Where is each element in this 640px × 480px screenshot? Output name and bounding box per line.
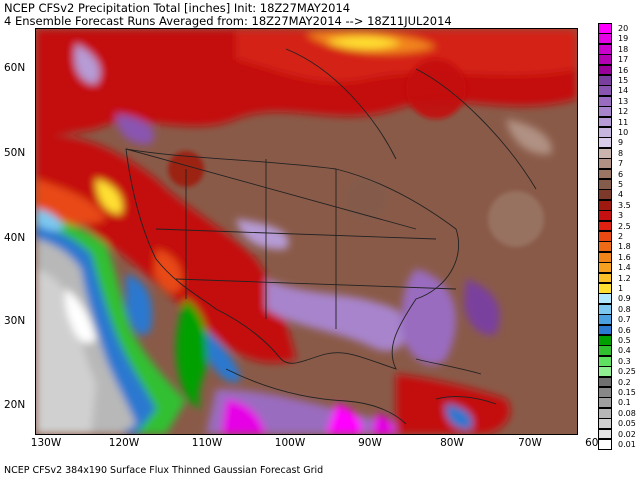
legend-swatch	[598, 85, 612, 97]
latitude-label-30n: 30N	[4, 315, 26, 327]
legend-swatch	[598, 64, 612, 76]
map-title: NCEP CFSv2 Precipitation Total [inches] …	[4, 1, 351, 15]
legend-swatch	[598, 220, 612, 232]
legend-label: 1.2	[618, 273, 631, 283]
legend-label: 16	[618, 65, 629, 75]
legend-label: 0.3	[618, 356, 631, 366]
legend-label: 3.5	[618, 200, 631, 210]
legend-label: 19	[618, 34, 629, 44]
legend-label: 6	[618, 169, 624, 179]
legend-label: 4	[618, 190, 624, 200]
latitude-label-40n: 40N	[4, 232, 26, 244]
legend-swatch	[598, 439, 612, 450]
legend-swatch	[598, 387, 612, 398]
legend-label: 20	[618, 24, 629, 33]
legend-swatch	[598, 314, 612, 326]
grid-footnote: NCEP CFSv2 384x190 Surface Flux Thinned …	[4, 465, 324, 476]
legend-label: 15	[618, 76, 629, 85]
legend-swatch	[598, 376, 612, 388]
legend-swatch	[598, 355, 612, 367]
longitude-label-130w: 130W	[30, 437, 62, 449]
legend-swatch	[598, 407, 612, 419]
legend-swatch	[598, 75, 612, 86]
legend-label: 0.7	[618, 315, 631, 325]
legend-swatch	[598, 158, 612, 170]
precipitation-field	[36, 29, 577, 434]
legend-swatch	[598, 428, 612, 440]
legend-swatch	[598, 210, 612, 222]
legend-label: 10	[618, 128, 629, 137]
longitude-label-120w: 120W	[108, 437, 140, 449]
legend-label: 12	[618, 107, 629, 117]
legend-swatch	[598, 23, 612, 34]
longitude-label-110w: 110W	[191, 437, 223, 449]
legend-label: 0.25	[618, 367, 636, 377]
longitude-label-80w: 80W	[440, 437, 464, 449]
legend-swatch	[598, 189, 612, 201]
longitude-label-100w: 100W	[274, 437, 306, 449]
legend-swatch	[598, 43, 612, 55]
legend-label: 18	[618, 44, 629, 54]
legend-swatch	[598, 54, 612, 66]
legend-swatch	[598, 272, 612, 284]
legend-swatch	[598, 397, 612, 409]
legend-label: 17	[618, 55, 629, 65]
legend-swatch	[598, 168, 612, 180]
legend-swatch	[598, 335, 612, 346]
legend-label: 8	[618, 148, 624, 158]
legend-label: 14	[618, 86, 629, 96]
legend-label: 13	[618, 96, 629, 106]
legend-swatch	[598, 262, 612, 274]
map-subtitle: 4 Ensemble Forecast Runs Averaged from: …	[4, 14, 452, 28]
legend-label: 0.05	[618, 419, 636, 429]
legend-swatch	[598, 106, 612, 118]
legend-swatch	[598, 147, 612, 159]
legend-label: 9	[618, 138, 624, 148]
legend-label: 0.6	[618, 325, 631, 335]
legend-swatch	[598, 366, 612, 378]
legend-swatch	[598, 293, 612, 305]
legend-swatch	[598, 127, 612, 138]
legend-swatch	[598, 231, 612, 242]
precipitation-map	[35, 28, 578, 435]
legend-label: 1	[618, 284, 624, 293]
legend-label: 0.01	[618, 440, 636, 449]
legend-swatch	[598, 324, 612, 336]
legend-label: 11	[618, 117, 629, 127]
legend-label: 0.4	[618, 346, 631, 356]
legend-swatch	[598, 303, 612, 315]
legend-label: 0.9	[618, 294, 631, 304]
legend-swatch	[598, 345, 612, 357]
longitude-label-70w: 70W	[518, 437, 542, 449]
legend-label: 0.15	[618, 388, 636, 397]
legend-swatch	[598, 33, 612, 45]
legend-label: 3	[618, 211, 624, 221]
latitude-label-20n: 20N	[4, 399, 26, 411]
legend-label: 7	[618, 159, 624, 169]
longitude-label-90w: 90W	[358, 437, 382, 449]
latitude-label-60n: 60N	[4, 62, 26, 74]
legend-swatch	[598, 116, 612, 128]
legend-label: 1.8	[618, 242, 631, 252]
legend-label: 0.02	[618, 429, 636, 439]
legend-swatch	[598, 251, 612, 263]
legend-swatch	[598, 137, 612, 149]
legend-label: 5	[618, 180, 624, 189]
latitude-label-50n: 50N	[4, 147, 26, 159]
legend-label: 0.08	[618, 408, 636, 418]
legend-label: 0.8	[618, 304, 631, 314]
legend-swatch	[598, 95, 612, 107]
legend-label: 1.4	[618, 263, 631, 273]
legend-swatch	[598, 179, 612, 190]
legend-swatch	[598, 241, 612, 253]
legend-label: 2	[618, 232, 624, 241]
legend-label: 0.1	[618, 398, 631, 408]
legend-label: 0.5	[618, 336, 631, 345]
legend-label: 2.5	[618, 221, 631, 231]
legend-swatch	[598, 283, 612, 294]
legend-label: 0.2	[618, 377, 631, 387]
legend-swatch	[598, 418, 612, 430]
legend-label: 1.6	[618, 252, 631, 262]
legend-swatch	[598, 199, 612, 211]
